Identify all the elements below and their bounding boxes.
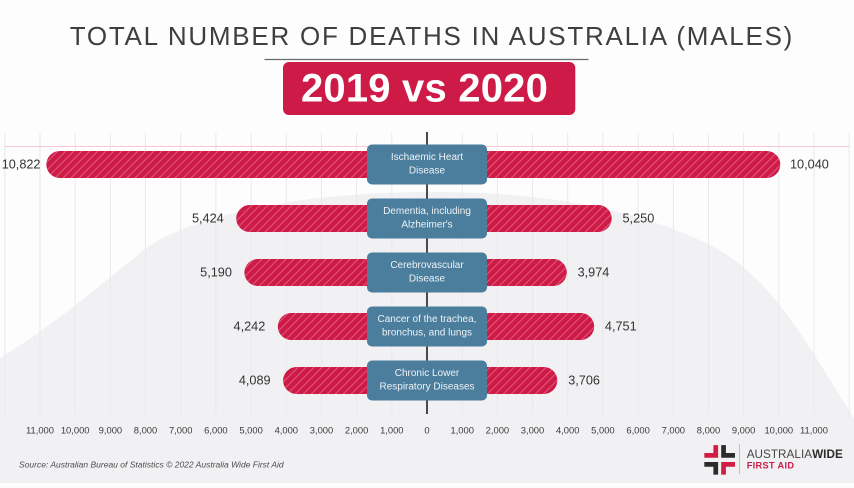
svg-text:8,000: 8,000	[697, 424, 720, 435]
svg-text:2,000: 2,000	[345, 424, 368, 435]
svg-text:9,000: 9,000	[99, 424, 122, 435]
svg-text:11,000: 11,000	[800, 424, 828, 435]
svg-text:2,000: 2,000	[486, 424, 509, 435]
svg-text:3,974: 3,974	[578, 266, 610, 280]
svg-text:1,000: 1,000	[380, 424, 403, 435]
svg-text:4,089: 4,089	[239, 374, 271, 388]
svg-text:5,424: 5,424	[192, 212, 224, 226]
svg-text:5,000: 5,000	[591, 424, 614, 435]
svg-text:Dementia, including: Dementia, including	[383, 206, 471, 217]
svg-text:3,706: 3,706	[568, 374, 600, 388]
svg-text:Alzheimer's: Alzheimer's	[401, 220, 452, 231]
svg-text:3,000: 3,000	[521, 424, 544, 435]
svg-text:Disease: Disease	[409, 166, 446, 177]
svg-text:3,000: 3,000	[310, 424, 333, 435]
svg-text:Cerebrovascular: Cerebrovascular	[390, 260, 464, 271]
svg-text:Cancer of the trachea,: Cancer of the trachea,	[378, 314, 477, 325]
svg-text:9,000: 9,000	[732, 424, 755, 435]
svg-text:1,000: 1,000	[450, 424, 473, 435]
svg-text:TOTAL NUMBER OF DEATHS IN AUST: TOTAL NUMBER OF DEATHS IN AUSTRALIA (MAL…	[70, 21, 794, 51]
svg-text:11,000: 11,000	[26, 424, 54, 435]
svg-text:7,000: 7,000	[662, 424, 685, 435]
svg-text:Chronic Lower: Chronic Lower	[395, 368, 460, 379]
svg-text:AUSTRALIAWIDE: AUSTRALIAWIDE	[747, 448, 843, 461]
svg-text:4,751: 4,751	[605, 320, 637, 334]
svg-text:10,040: 10,040	[790, 158, 829, 172]
svg-text:2019 vs 2020: 2019 vs 2020	[301, 67, 548, 111]
svg-text:Ischaemic Heart: Ischaemic Heart	[391, 152, 463, 163]
svg-text:4,000: 4,000	[556, 424, 579, 435]
svg-text:FIRST AID: FIRST AID	[747, 460, 795, 470]
svg-text:0: 0	[424, 424, 429, 435]
svg-text:bronchus, and lungs: bronchus, and lungs	[382, 328, 472, 339]
svg-text:Disease: Disease	[409, 274, 446, 285]
svg-text:8,000: 8,000	[134, 424, 157, 435]
svg-text:4,242: 4,242	[234, 320, 266, 334]
svg-text:Source: Australian Bureau of S: Source: Australian Bureau of Statistics …	[19, 459, 284, 469]
svg-text:5,190: 5,190	[200, 266, 232, 280]
svg-text:6,000: 6,000	[626, 424, 649, 435]
svg-text:4,000: 4,000	[275, 424, 298, 435]
svg-text:5,000: 5,000	[239, 424, 262, 435]
svg-text:Respiratory Diseases: Respiratory Diseases	[379, 382, 474, 393]
svg-text:10,822: 10,822	[2, 158, 41, 172]
svg-text:6,000: 6,000	[204, 424, 227, 435]
svg-text:7,000: 7,000	[169, 424, 192, 435]
svg-text:10,000: 10,000	[764, 424, 793, 435]
svg-text:10,000: 10,000	[61, 424, 90, 435]
svg-text:5,250: 5,250	[623, 212, 655, 226]
